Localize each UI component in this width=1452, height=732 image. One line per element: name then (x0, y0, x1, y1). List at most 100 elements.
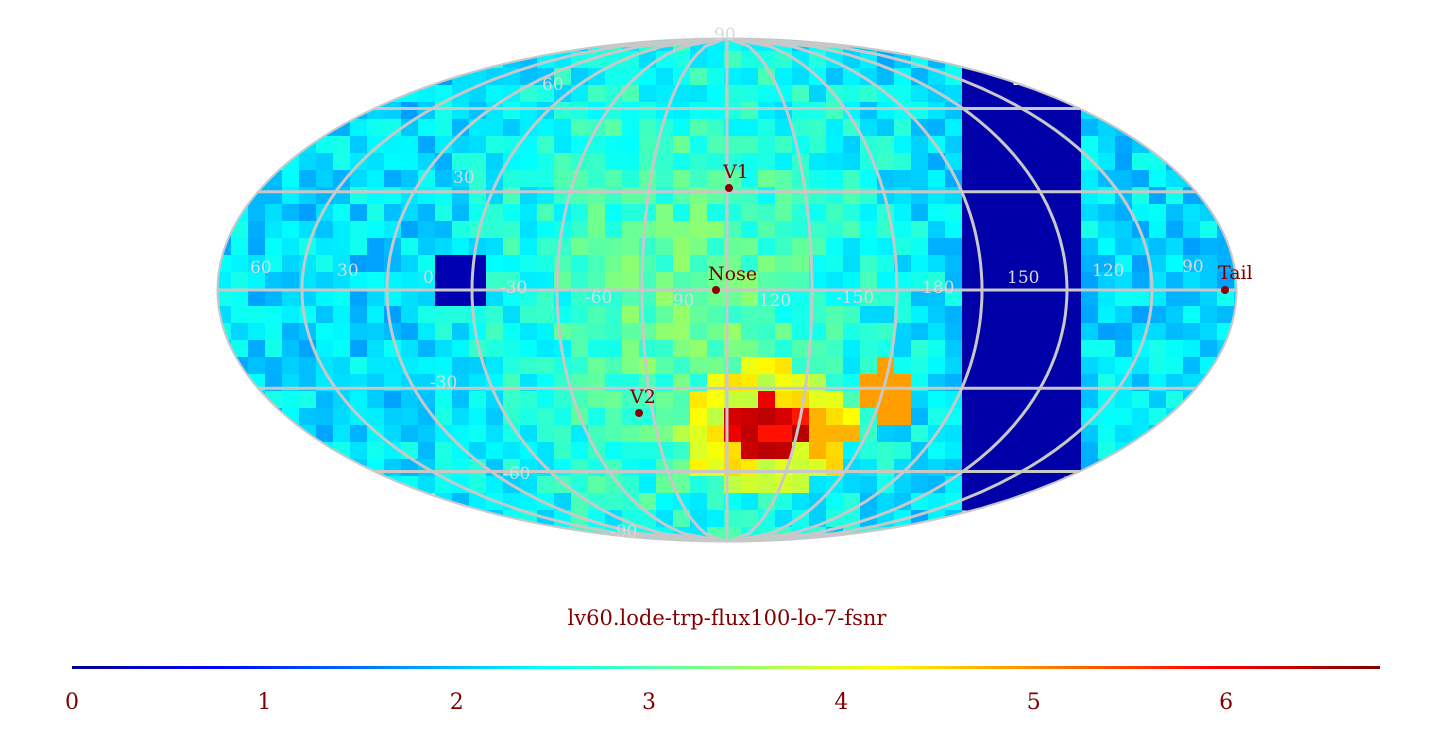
heatmap-cell (231, 323, 249, 341)
heatmap-cell (452, 153, 470, 171)
heatmap-cell (656, 187, 674, 205)
marker-v2-dot (635, 409, 643, 417)
heatmap-cell (316, 119, 334, 137)
heatmap-cell (843, 272, 861, 290)
heatmap-cell (588, 323, 606, 341)
heatmap-cell (775, 340, 793, 358)
heatmap-cell (792, 306, 810, 324)
heatmap-cell (758, 340, 776, 358)
heatmap-cell (1115, 340, 1133, 358)
heatmap-cell (911, 340, 929, 358)
heatmap-cell (877, 68, 895, 86)
heatmap-cell (962, 425, 980, 443)
heatmap-cell (809, 102, 827, 120)
heatmap-cell (418, 238, 436, 256)
heatmap-cell (1013, 255, 1031, 273)
heatmap-cell (843, 221, 861, 239)
heatmap-cell (1115, 357, 1133, 375)
heatmap-cell (894, 102, 912, 120)
heatmap-cell (1013, 272, 1031, 290)
heatmap-cell (401, 425, 419, 443)
heatmap-cell (537, 425, 555, 443)
heatmap-cell (860, 323, 878, 341)
lon-label-minus30: -30 (500, 278, 527, 298)
heatmap-cell (401, 272, 419, 290)
heatmap-cell (554, 85, 572, 103)
heatmap-cell (520, 391, 538, 409)
heatmap-cell (282, 391, 300, 409)
heatmap-cell (792, 391, 810, 409)
heatmap-cell (333, 391, 351, 409)
heatmap-cell (401, 119, 419, 137)
heatmap-cell (384, 255, 402, 273)
heatmap-cell (1132, 289, 1150, 307)
heatmap-cell (775, 272, 793, 290)
heatmap-cell (690, 153, 708, 171)
heatmap-cell (1183, 238, 1201, 256)
heatmap-cell (1132, 391, 1150, 409)
heatmap-cell (520, 272, 538, 290)
heatmap-cell (843, 408, 861, 426)
heatmap-cell (537, 289, 555, 307)
heatmap-cell (622, 221, 640, 239)
heatmap-cell (911, 476, 929, 494)
heatmap-cell (979, 153, 997, 171)
heatmap-cell (333, 306, 351, 324)
heatmap-cell (401, 221, 419, 239)
heatmap-cell (911, 391, 929, 409)
heatmap-cell (962, 476, 980, 494)
heatmap-cell (843, 85, 861, 103)
heatmap-cell (911, 102, 929, 120)
heatmap-cell (316, 408, 334, 426)
heatmap-cell (809, 391, 827, 409)
heatmap-cell (877, 459, 895, 477)
heatmap-cell (435, 306, 453, 324)
heatmap-cell (537, 119, 555, 137)
heatmap-cell (656, 340, 674, 358)
heatmap-cell (792, 255, 810, 273)
heatmap-cell (741, 459, 759, 477)
heatmap-cell (894, 221, 912, 239)
heatmap-cell (384, 102, 402, 120)
heatmap-cell (486, 85, 504, 103)
heatmap-cell (217, 272, 232, 290)
heatmap-cell (792, 442, 810, 460)
heatmap-cell (452, 459, 470, 477)
heatmap-cell (282, 408, 300, 426)
heatmap-cell (707, 510, 725, 528)
heatmap-cell (877, 153, 895, 171)
heatmap-cell (979, 357, 997, 375)
heatmap-cell (758, 323, 776, 341)
heatmap-cell (554, 170, 572, 188)
heatmap-cell (792, 340, 810, 358)
heatmap-cell (554, 459, 572, 477)
heatmap-cell (707, 391, 725, 409)
heatmap-cell (843, 102, 861, 120)
heatmap-cell (1234, 323, 1237, 341)
heatmap-cell (1064, 204, 1082, 222)
heatmap-cell (826, 323, 844, 341)
heatmap-cell (1013, 170, 1031, 188)
heatmap-cell (860, 289, 878, 307)
heatmap-cell (1081, 408, 1099, 426)
heatmap-cell (452, 136, 470, 154)
heatmap-cell (265, 187, 283, 205)
heatmap-cell (605, 119, 623, 137)
heatmap-cell (520, 306, 538, 324)
heatmap-cell (520, 85, 538, 103)
heatmap-cell (1183, 187, 1201, 205)
heatmap-cell (554, 153, 572, 171)
heatmap-cell (520, 476, 538, 494)
heatmap-cell (537, 357, 555, 375)
heatmap-cell (401, 391, 419, 409)
heatmap-cell (911, 85, 929, 103)
heatmap-cell (486, 357, 504, 375)
heatmap-cell (384, 425, 402, 443)
heatmap-cell (435, 170, 453, 188)
marker-nose-label: Nose (708, 263, 757, 285)
heatmap-cell (1200, 238, 1218, 256)
heatmap-cell (367, 119, 385, 137)
heatmap-cell (248, 323, 266, 341)
heatmap-cell (571, 289, 589, 307)
